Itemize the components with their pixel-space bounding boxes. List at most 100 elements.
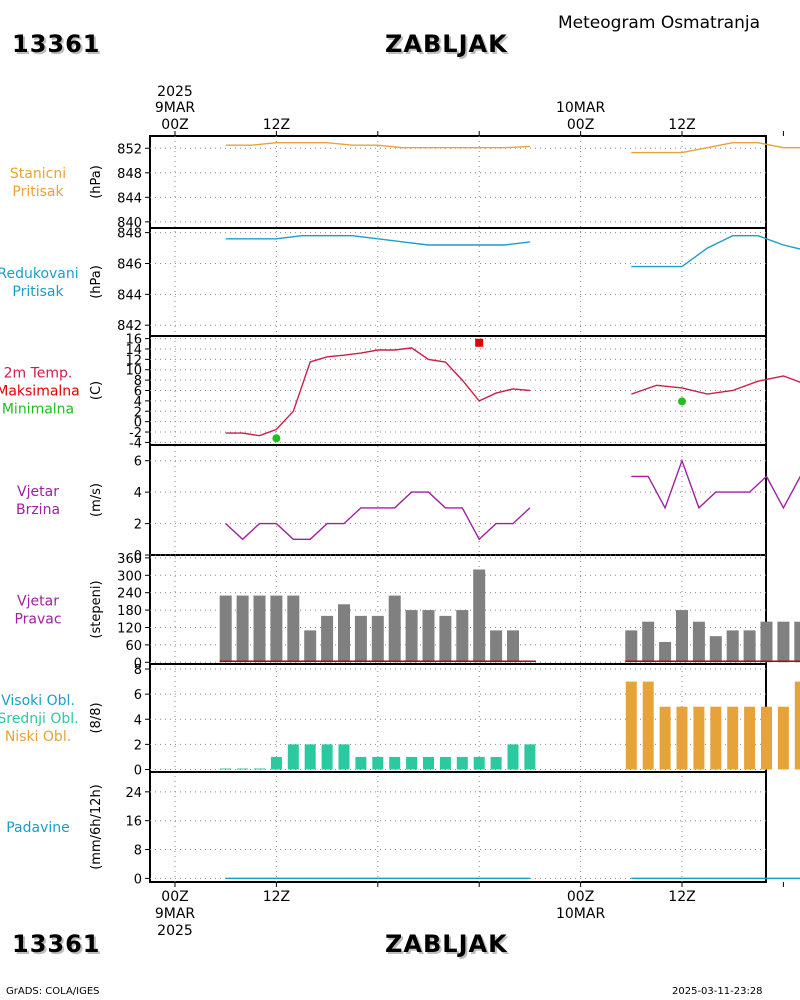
- y-tick-label: 840: [117, 216, 142, 231]
- y-unit-label: (m/s): [89, 483, 104, 517]
- y-tick-label: -2: [129, 426, 142, 441]
- bottom-hour-label: 12Z: [263, 889, 290, 905]
- series-line: [631, 375, 800, 395]
- cloud-bar: [355, 756, 367, 770]
- panel-label: Stanicni: [10, 166, 66, 182]
- max-temp-marker: [475, 338, 484, 347]
- y-tick-label: 844: [117, 288, 142, 303]
- cloud-bar: [287, 744, 299, 770]
- cloud-bar: [338, 744, 350, 770]
- top-hour-label: 12Z: [263, 117, 290, 133]
- cloud-bar: [372, 756, 384, 770]
- cloud-bar: [676, 706, 688, 770]
- data-bar: [777, 621, 790, 663]
- panel-label: Visoki Obl.: [1, 693, 75, 709]
- y-tick-label: 120: [117, 621, 142, 636]
- y-unit-label: (hPa): [89, 165, 104, 199]
- y-tick-label: 0: [134, 549, 142, 564]
- cloud-bar: [727, 706, 739, 770]
- y-tick-label: 4: [134, 395, 142, 410]
- cloud-bar: [625, 681, 637, 770]
- cloud-bar: [642, 681, 654, 770]
- data-bar: [507, 630, 519, 663]
- panel-1: 840 844 848 852 (hPa) Stanicni Pritisak: [10, 141, 800, 231]
- cloud-bar: [456, 756, 468, 770]
- data-bar: [371, 615, 384, 663]
- panel-label: Redukovani: [0, 266, 79, 282]
- data-bar: [642, 621, 655, 663]
- cloud-bar: [693, 706, 705, 770]
- data-bar: [743, 630, 756, 663]
- data-bar: [692, 621, 705, 663]
- cloud-bar: [659, 706, 671, 770]
- data-bar: [219, 595, 232, 663]
- y-tick-label: 4: [134, 486, 142, 501]
- cloud-bar: [507, 744, 519, 770]
- cloud-bar: [744, 706, 756, 770]
- data-bar: [287, 595, 300, 663]
- y-tick-label: 8: [134, 844, 142, 859]
- panel-7: 0 8 16 24 (mm/6h/12h) Padavine: [6, 784, 800, 887]
- y-tick-label: 8: [134, 374, 142, 389]
- data-bar: [473, 569, 486, 663]
- y-tick-label: 846: [117, 257, 142, 272]
- y-tick-label: 16: [125, 333, 142, 348]
- y-unit-label: (C): [89, 381, 104, 400]
- chart-title: Meteogram Osmatranja: [558, 13, 761, 33]
- cloud-bar: [490, 756, 502, 770]
- data-bar: [405, 610, 418, 663]
- cloud-bar: [524, 744, 536, 770]
- y-tick-label: 16: [125, 815, 142, 830]
- cloud-bar: [270, 756, 282, 770]
- station-name-top: ZABLJAK: [385, 30, 508, 58]
- panel-label: Pravac: [14, 612, 61, 628]
- data-bar: [709, 636, 722, 663]
- top-year-label: 2025: [157, 84, 193, 100]
- top-date-label: 9MAR: [155, 100, 196, 116]
- panel-2: 842 844 846 848 (hPa) Redukovani Pritisak: [0, 227, 800, 334]
- cloud-bar: [237, 768, 249, 770]
- top-hour-label: 12Z: [668, 117, 695, 133]
- bottom-hour-label: 12Z: [668, 889, 695, 905]
- panel-label: Padavine: [6, 820, 70, 836]
- bottom-hour-label: 00Z: [161, 889, 188, 905]
- data-bar: [354, 615, 367, 663]
- y-unit-label: (8/8): [89, 702, 104, 733]
- data-bar: [659, 641, 672, 663]
- y-tick-label: 6: [134, 455, 142, 470]
- series-line: [225, 141, 530, 149]
- data-bar: [338, 604, 350, 663]
- cloud-bar: [777, 706, 789, 770]
- y-tick-label: -4: [129, 436, 142, 451]
- min-temp-marker: [272, 434, 281, 443]
- panel-label: Minimalna: [2, 402, 74, 418]
- min-temp-marker: [678, 397, 686, 406]
- data-bar: [490, 630, 503, 663]
- panel-4: 0 2 4 6 (m/s) Vjetar Brzina: [16, 455, 800, 564]
- data-bar: [456, 610, 469, 663]
- cloud-bar: [439, 756, 451, 770]
- y-tick-label: 0: [134, 416, 142, 431]
- y-unit-label: (mm/6h/12h): [89, 784, 104, 870]
- cloud-bar: [710, 706, 722, 770]
- bottom-hour-label: 00Z: [567, 889, 594, 905]
- data-bar: [236, 595, 249, 663]
- y-tick-label: 0: [134, 872, 142, 887]
- data-bar: [439, 615, 452, 663]
- series-line: [225, 347, 530, 437]
- y-tick-label: 12: [125, 353, 142, 368]
- y-tick-label: 848: [117, 167, 142, 182]
- data-bar: [270, 595, 283, 663]
- y-tick-label: 4: [134, 713, 142, 728]
- panel-label: Srednji Obl.: [0, 711, 79, 727]
- y-tick-label: 2: [134, 518, 142, 533]
- bottom-date-label: 10MAR: [556, 906, 605, 922]
- series-line: [631, 234, 800, 268]
- y-tick-label: 844: [117, 191, 142, 206]
- panel-label: Pritisak: [12, 284, 64, 300]
- panel-label: Vjetar: [17, 594, 59, 610]
- panel-6: 0 2 4 6 8 (8/8) Visoki Obl. Srednji Obl. Niski O…: [0, 663, 800, 778]
- y-tick-label: 2: [134, 405, 142, 420]
- data-bar: [253, 595, 266, 663]
